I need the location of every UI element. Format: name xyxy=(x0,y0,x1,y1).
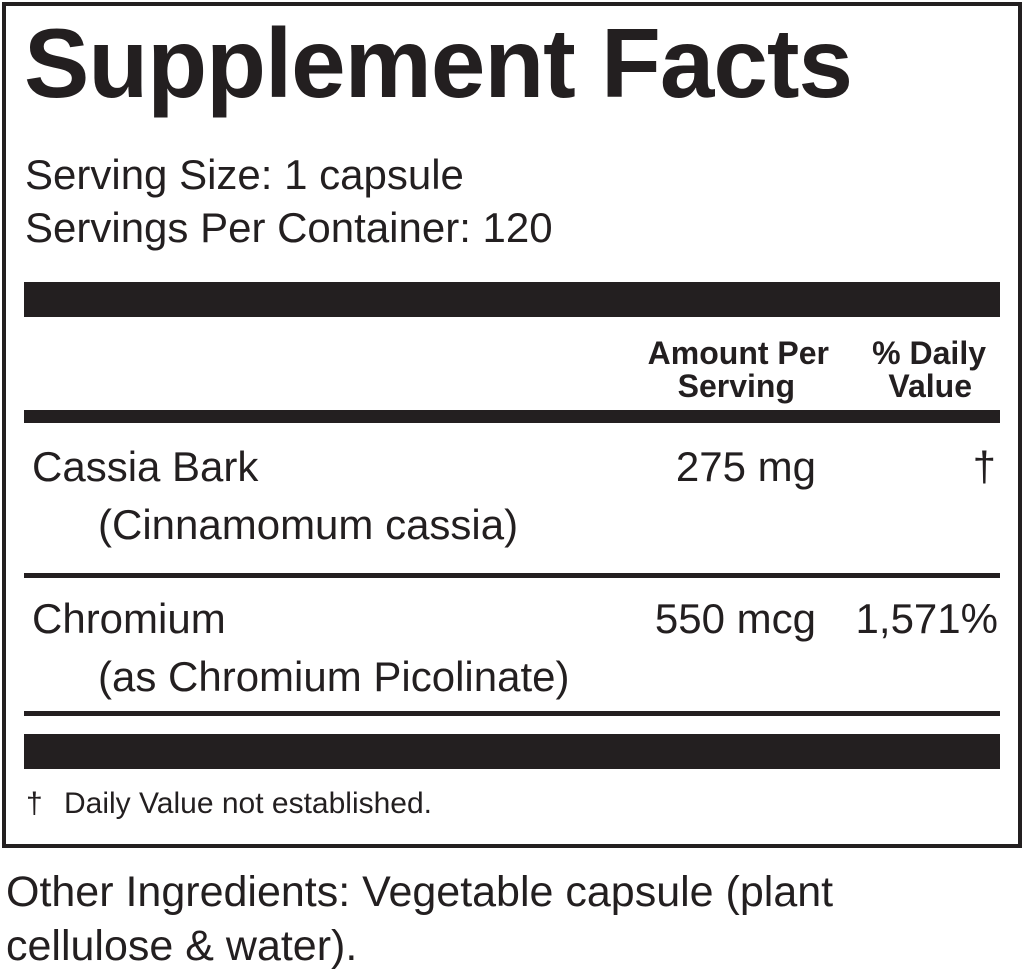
row-divider xyxy=(24,573,1000,578)
supplement-facts-panel xyxy=(2,2,1022,848)
panel-title: Supplement Facts xyxy=(24,8,853,118)
row-divider xyxy=(24,711,1000,716)
other-ingredients-line2: cellulose & water). xyxy=(6,922,358,970)
header-divider xyxy=(24,410,1000,423)
ingredient-source: (Cinnamomum cassia) xyxy=(98,501,519,548)
amount-header-line1: Amount Per xyxy=(647,335,829,371)
other-ingredients-line1: Other Ingredients: Vegetable capsule (pl… xyxy=(6,868,834,916)
ingredient-name: Chromium xyxy=(32,595,226,642)
ingredient-amount: 550 mcg xyxy=(654,595,816,642)
servings-per-container: Servings Per Container: 120 xyxy=(25,204,553,251)
footnote-dagger: † xyxy=(26,787,43,820)
thick-divider-top xyxy=(24,282,1000,317)
ingredient-dv: † xyxy=(972,443,996,490)
ingredient-name: Cassia Bark xyxy=(32,443,259,490)
serving-size: Serving Size: 1 capsule xyxy=(25,151,464,198)
ingredient-source: (as Chromium Picolinate) xyxy=(98,653,570,700)
ingredient-amount: 275 mg xyxy=(675,443,816,490)
dv-header-line1: % Daily xyxy=(872,335,986,371)
ingredient-dv: 1,571% xyxy=(855,595,998,642)
footnote-text: Daily Value not established. xyxy=(64,787,432,820)
thick-divider-bottom xyxy=(24,734,1000,769)
dv-header-line2: Value xyxy=(888,368,972,404)
amount-header-line2: Serving xyxy=(677,368,795,404)
